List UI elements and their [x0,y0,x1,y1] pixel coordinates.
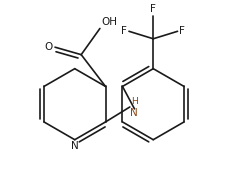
Text: N: N [130,108,137,118]
Text: N: N [71,141,78,151]
Text: F: F [179,26,185,36]
Text: F: F [150,4,155,15]
Text: F: F [121,26,126,36]
Text: H: H [130,97,137,106]
Text: O: O [44,42,53,52]
Text: OH: OH [101,17,117,27]
